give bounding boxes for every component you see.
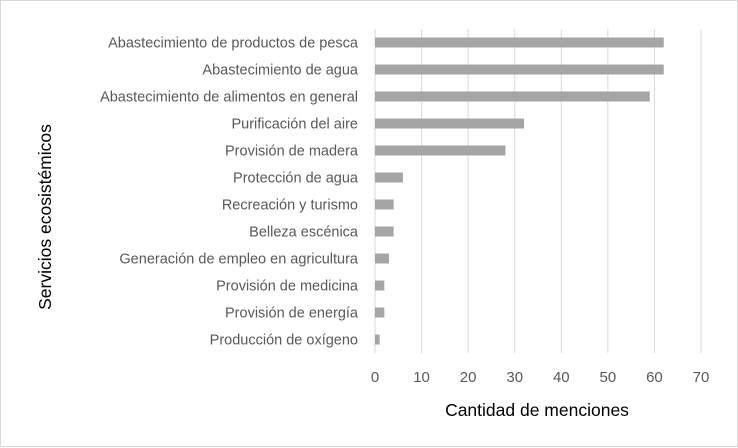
bar bbox=[375, 91, 650, 102]
bar bbox=[375, 199, 394, 210]
bar bbox=[375, 172, 403, 183]
bar bbox=[375, 334, 380, 345]
x-tick-label: 60 bbox=[646, 369, 663, 386]
x-tick-label: 10 bbox=[413, 369, 430, 386]
category-labels: Abastecimiento de productos de pesca Abas… bbox=[100, 36, 359, 349]
bar bbox=[375, 253, 389, 264]
bar bbox=[375, 280, 385, 291]
x-tick-label: 50 bbox=[600, 369, 617, 386]
bar bbox=[375, 145, 506, 156]
bar bbox=[375, 118, 525, 129]
grid-lines bbox=[374, 29, 702, 353]
x-tick-label: 30 bbox=[506, 369, 523, 386]
category-label: Belleza escénica bbox=[249, 225, 359, 241]
x-tick-label: 20 bbox=[460, 369, 477, 386]
category-label: Recreación y turismo bbox=[222, 198, 358, 214]
y-axis-title: Servicios ecosistémicos bbox=[35, 124, 55, 310]
category-label: Provisión de madera bbox=[225, 144, 359, 160]
bar bbox=[375, 64, 664, 75]
category-label: Generación de empleo en agricultura bbox=[119, 252, 359, 268]
category-label: Protección de agua bbox=[233, 171, 359, 187]
category-label: Abastecimiento de alimentos en general bbox=[100, 90, 358, 106]
x-tick-label: 0 bbox=[371, 369, 379, 386]
bar bbox=[375, 307, 385, 318]
bar bbox=[375, 226, 394, 237]
category-label: Provisión de medicina bbox=[216, 279, 359, 295]
bars bbox=[375, 37, 664, 345]
x-tick-label: 70 bbox=[693, 369, 710, 386]
category-label: Abastecimiento de agua bbox=[202, 63, 359, 79]
category-label: Abastecimiento de productos de pesca bbox=[108, 36, 359, 52]
x-tick-label: 40 bbox=[553, 369, 570, 386]
category-label: Producción de oxígeno bbox=[210, 333, 358, 349]
x-tick-labels: 0 10 20 30 40 50 60 70 bbox=[371, 369, 710, 386]
bar bbox=[375, 37, 664, 48]
x-axis-title: Cantidad de menciones bbox=[445, 400, 629, 420]
category-label: Purificación del aire bbox=[231, 117, 358, 133]
category-label: Provisión de energía bbox=[225, 306, 359, 322]
